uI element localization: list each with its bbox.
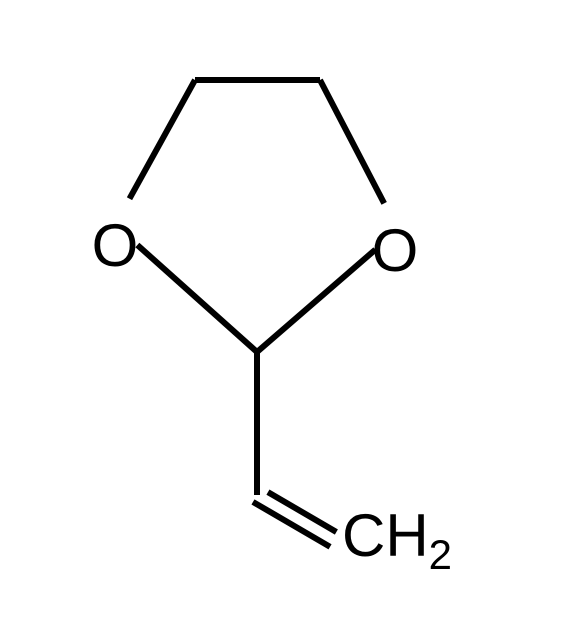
- atom-label: CH2: [342, 502, 452, 578]
- atom-label: O: [372, 217, 419, 284]
- bond: [320, 80, 384, 203]
- bond: [137, 245, 257, 352]
- bond: [268, 492, 336, 532]
- bond: [257, 250, 375, 352]
- molecule-diagram: O O CH2: [0, 0, 577, 640]
- atom-label: O: [92, 212, 139, 279]
- bond: [129, 80, 195, 199]
